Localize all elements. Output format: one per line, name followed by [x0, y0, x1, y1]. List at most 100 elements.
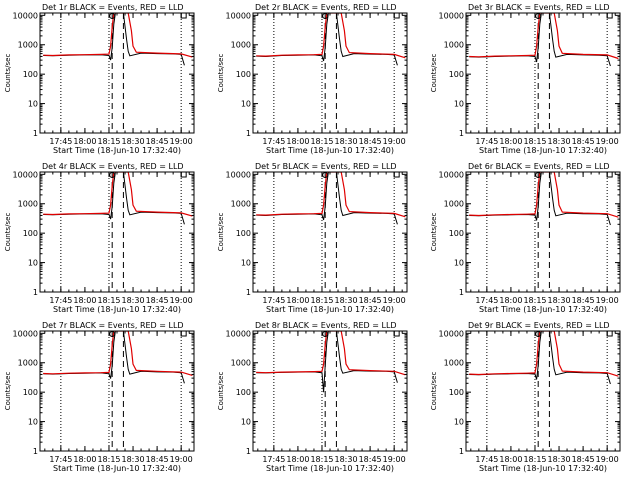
- x-tick-label: 18:45: [359, 296, 382, 305]
- x-tick-label: 18:30: [335, 137, 358, 146]
- y-tick-label: 1000: [18, 41, 38, 50]
- y-tick-label: 1: [33, 288, 38, 297]
- x-tick-label: 18:45: [359, 137, 382, 146]
- panel-title: Det 3r BLACK = Events, RED = LLD: [468, 3, 610, 12]
- y-axis-label: Counts/sec: [430, 213, 438, 252]
- y-axis-label: Counts/sec: [430, 54, 438, 93]
- x-tick-label: 18:00: [499, 455, 522, 464]
- x-tick-label: 18:45: [572, 455, 595, 464]
- y-tick-label: 10000: [439, 11, 464, 20]
- y-tick-label: 1: [459, 288, 464, 297]
- x-tick-label: 18:15: [523, 296, 546, 305]
- series-lld: [43, 13, 193, 58]
- panel-det-8: Det 8r BLACK = Events, RED = LLD 1 10 100 10…: [217, 321, 408, 473]
- plot-frame: [465, 171, 621, 293]
- x-tick-label: 19:00: [170, 455, 193, 464]
- plot-frame: [39, 330, 195, 452]
- series-lld: [256, 331, 406, 376]
- x-tick-label: 18:15: [97, 455, 120, 464]
- x-tick-label: 18:00: [73, 455, 96, 464]
- x-tick-label: 17:45: [262, 455, 285, 464]
- marker-square: [606, 12, 613, 19]
- panel-det-6: Det 6r BLACK = Events, RED = LLD 1 10 100 10…: [430, 162, 621, 314]
- x-tick-label: 19:00: [170, 296, 193, 305]
- x-tick-label: 17:45: [262, 296, 285, 305]
- y-tick-label: 1000: [444, 41, 464, 50]
- x-tick-label: 18:45: [146, 455, 169, 464]
- x-tick-label: 18:30: [122, 296, 145, 305]
- marker-square: [393, 330, 400, 337]
- panel-title: Det 7r BLACK = Events, RED = LLD: [42, 321, 184, 330]
- series-lld: [469, 172, 619, 218]
- x-tick-label: 18:30: [548, 137, 571, 146]
- series-events: [469, 331, 611, 385]
- x-tick-label: 18:00: [73, 296, 96, 305]
- panel-title: Det 2r BLACK = Events, RED = LLD: [255, 3, 397, 12]
- plot-frame: [252, 12, 408, 134]
- series-events: [43, 331, 185, 384]
- y-tick-label: 10000: [13, 329, 38, 338]
- x-axis-label: Start Time (18-Jun-10 17:32:40): [479, 464, 607, 473]
- y-tick-label: 10: [28, 418, 38, 427]
- panel-det-9: Det 9r BLACK = Events, RED = LLD 1 10 100 10…: [430, 321, 621, 473]
- x-tick-label: 19:00: [383, 296, 406, 305]
- y-tick-label: 1: [459, 129, 464, 138]
- panel-det-4: Det 4r BLACK = Events, RED = LLD 1 10 100 10…: [4, 162, 195, 314]
- y-tick-label: 1: [33, 129, 38, 138]
- x-tick-label: 18:45: [146, 296, 169, 305]
- y-axis-label: Counts/sec: [217, 54, 225, 93]
- series-events: [469, 13, 611, 67]
- y-tick-label: 100: [23, 229, 38, 238]
- series-events: [43, 13, 185, 66]
- y-tick-label: 10: [454, 418, 464, 427]
- x-tick-label: 18:45: [572, 137, 595, 146]
- panel-title: Det 6r BLACK = Events, RED = LLD: [468, 162, 610, 171]
- x-tick-label: 18:15: [310, 296, 333, 305]
- marker-square: [393, 12, 400, 19]
- x-axis-label: Start Time (18-Jun-10 17:32:40): [479, 305, 607, 314]
- series-lld: [256, 13, 406, 59]
- x-tick-label: 17:45: [49, 137, 72, 146]
- y-tick-label: 1000: [231, 41, 251, 50]
- y-tick-label: 10000: [439, 329, 464, 338]
- series-events: [469, 172, 611, 226]
- series-lld: [469, 331, 619, 377]
- y-tick-label: 10: [454, 100, 464, 109]
- panel-title: Det 8r BLACK = Events, RED = LLD: [255, 321, 397, 330]
- y-tick-label: 10: [28, 259, 38, 268]
- x-tick-label: 18:00: [286, 296, 309, 305]
- x-tick-label: 18:30: [548, 455, 571, 464]
- y-tick-label: 1000: [444, 359, 464, 368]
- x-tick-label: 18:30: [548, 296, 571, 305]
- plot-frame: [465, 12, 621, 134]
- x-tick-label: 18:30: [335, 455, 358, 464]
- y-tick-label: 10: [28, 100, 38, 109]
- series-events: [256, 13, 398, 66]
- y-tick-label: 10: [241, 100, 251, 109]
- series-lld: [43, 172, 193, 217]
- x-axis-label: Start Time (18-Jun-10 17:32:40): [479, 146, 607, 155]
- x-tick-label: 17:45: [475, 455, 498, 464]
- x-tick-label: 18:45: [572, 296, 595, 305]
- y-tick-label: 100: [236, 70, 251, 79]
- x-axis-label: Start Time (18-Jun-10 17:32:40): [53, 464, 181, 473]
- y-axis-label: Counts/sec: [4, 372, 12, 411]
- y-tick-label: 100: [449, 388, 464, 397]
- y-tick-label: 1000: [231, 359, 251, 368]
- y-tick-label: 1: [246, 447, 251, 456]
- x-tick-label: 18:00: [73, 137, 96, 146]
- x-tick-label: 17:45: [262, 137, 285, 146]
- y-axis-label: Counts/sec: [217, 213, 225, 252]
- x-axis-label: Start Time (18-Jun-10 17:32:40): [266, 305, 394, 314]
- y-tick-label: 10000: [226, 170, 251, 179]
- plot-frame: [252, 330, 408, 452]
- y-tick-label: 1000: [18, 200, 38, 209]
- series-events: [256, 172, 398, 225]
- y-axis-label: Counts/sec: [430, 372, 438, 411]
- y-tick-label: 1: [459, 447, 464, 456]
- y-axis-label: Counts/sec: [217, 372, 225, 411]
- y-tick-label: 1000: [18, 359, 38, 368]
- x-tick-label: 18:15: [310, 455, 333, 464]
- x-tick-label: 19:00: [596, 455, 619, 464]
- panel-title: Det 1r BLACK = Events, RED = LLD: [42, 3, 184, 12]
